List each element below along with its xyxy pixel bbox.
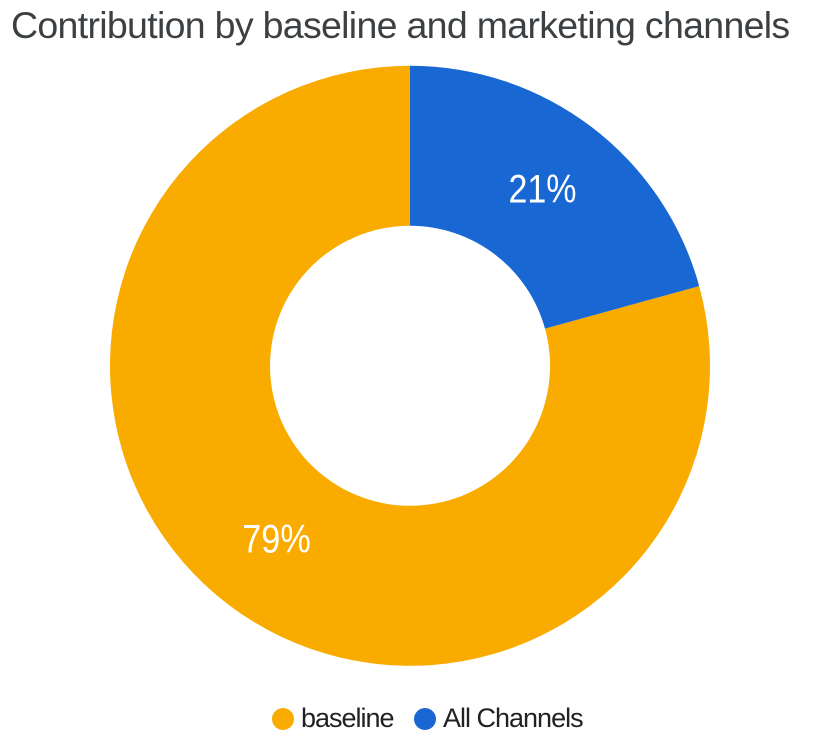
svg-text:79%: 79% (242, 518, 311, 562)
svg-text:21%: 21% (509, 167, 577, 211)
